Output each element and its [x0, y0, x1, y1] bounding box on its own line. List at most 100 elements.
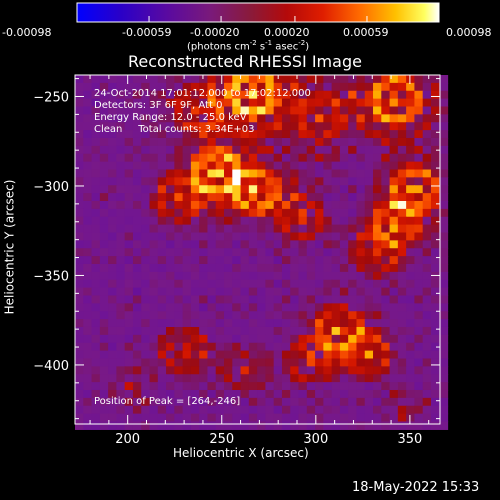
heatmap-cell — [339, 130, 349, 139]
heatmap-cell — [306, 366, 316, 375]
heatmap-cell — [166, 389, 175, 399]
heatmap-cell — [315, 75, 324, 84]
heatmap-cell — [331, 177, 341, 186]
heatmap-cell — [306, 98, 316, 108]
colorbar-units: (photons cm-2 s-1 asec-2) — [187, 39, 310, 53]
heatmap-cell — [397, 405, 407, 415]
heatmap-cell — [124, 185, 134, 194]
heatmap-cell — [174, 413, 184, 423]
heatmap-cell — [257, 374, 267, 383]
heatmap-cell — [373, 232, 382, 241]
heatmap-cell — [290, 200, 300, 210]
heatmap-cell — [265, 397, 275, 407]
heatmap-cell — [406, 106, 416, 115]
heatmap-cell — [108, 122, 117, 131]
heatmap-cell — [290, 334, 300, 344]
heatmap-cell — [389, 271, 399, 281]
heatmap-cell — [166, 240, 175, 249]
heatmap-cell — [323, 90, 333, 100]
heatmap-cell — [75, 177, 84, 186]
heatmap-cell — [422, 342, 432, 352]
heatmap-cell — [389, 177, 399, 186]
heatmap-cell — [290, 263, 300, 273]
heatmap-cell — [348, 358, 358, 367]
heatmap-cell — [373, 421, 382, 430]
heatmap-cell — [389, 287, 399, 297]
heatmap-cell — [224, 82, 233, 92]
heatmap-cell — [83, 90, 93, 100]
heatmap-cell — [439, 389, 449, 399]
heatmap-cell — [348, 240, 358, 249]
heatmap-cell — [132, 358, 142, 367]
heatmap-cell — [248, 248, 258, 257]
heatmap-cell — [99, 374, 109, 383]
heatmap-cell — [364, 350, 374, 360]
heatmap-cell — [281, 153, 291, 163]
heatmap-cell — [273, 287, 283, 297]
heatmap-cell — [281, 240, 291, 249]
heatmap-cell — [422, 145, 432, 155]
x-tick-labels: 200 250 300 350 — [115, 432, 422, 447]
heatmap-cell — [298, 200, 308, 210]
heatmap-cell — [348, 185, 358, 194]
heatmap-cell — [199, 319, 209, 328]
heatmap-cell — [430, 145, 440, 155]
heatmap-cell — [108, 287, 117, 297]
heatmap-cell — [397, 319, 407, 328]
heatmap-cell — [91, 82, 101, 92]
heatmap-cell — [331, 389, 341, 399]
heatmap-cell — [339, 98, 349, 108]
heatmap-cell — [323, 114, 333, 123]
heatmap-cell — [240, 350, 250, 360]
heatmap-cell — [323, 421, 333, 430]
heatmap-cell — [364, 240, 374, 249]
heatmap-cell — [141, 216, 151, 226]
heatmap-cell — [99, 319, 109, 328]
heatmap-cell — [315, 311, 324, 320]
heatmap-cell — [199, 122, 209, 131]
heatmap-cell — [108, 405, 117, 415]
heatmap-cell — [373, 303, 382, 312]
heatmap-cell — [157, 413, 167, 423]
heatmap-cell — [439, 82, 449, 92]
heatmap-cell — [83, 185, 93, 194]
heatmap-cell — [83, 216, 93, 226]
heatmap-cell — [207, 342, 217, 352]
heatmap-cell — [215, 374, 225, 383]
heatmap-cell — [306, 413, 316, 423]
heatmap-cell — [224, 216, 233, 226]
heatmap-cell — [91, 295, 101, 304]
heatmap-cell — [149, 366, 159, 375]
heatmap-cell — [381, 208, 391, 218]
heatmap-cell — [439, 145, 449, 155]
heatmap-cell — [232, 303, 242, 312]
heatmap-cell — [83, 263, 93, 273]
heatmap-cell — [298, 130, 308, 139]
heatmap-cell — [323, 405, 333, 415]
heatmap-cell — [339, 224, 349, 234]
heatmap-cell — [108, 295, 117, 304]
heatmap-cell — [232, 311, 242, 320]
heatmap-cell — [91, 374, 101, 383]
heatmap-cell — [232, 421, 242, 430]
heatmap-cell — [406, 350, 416, 360]
heatmap-cell — [406, 169, 416, 178]
heatmap-cell — [132, 397, 142, 407]
heatmap-cell — [199, 271, 209, 281]
heatmap-cell — [273, 421, 283, 430]
heatmap-cell — [298, 145, 308, 155]
heatmap-cell — [75, 342, 84, 352]
heatmap-cell — [348, 271, 358, 281]
heatmap-cell — [232, 193, 242, 202]
heatmap-cell — [298, 98, 308, 108]
heatmap-cell — [182, 334, 192, 344]
heatmap-cell — [397, 232, 407, 241]
heatmap-cell — [190, 287, 200, 297]
heatmap-cell — [257, 326, 267, 336]
heatmap-cell — [430, 185, 440, 194]
heatmap-cell — [116, 311, 126, 320]
heatmap-cell — [414, 263, 424, 273]
heatmap-cell — [356, 287, 366, 297]
heatmap-cell — [124, 75, 134, 84]
heatmap-cell — [265, 413, 275, 423]
